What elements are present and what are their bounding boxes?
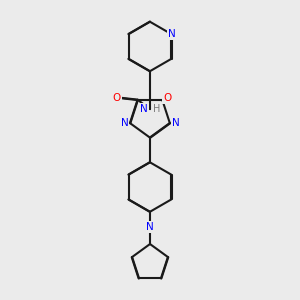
Text: H: H [153,104,160,114]
Text: N: N [146,222,154,232]
Text: O: O [163,93,171,103]
Text: O: O [113,93,121,103]
Text: N: N [172,118,179,128]
Text: N: N [140,104,148,114]
Text: N: N [121,118,128,128]
Text: N: N [167,29,175,39]
